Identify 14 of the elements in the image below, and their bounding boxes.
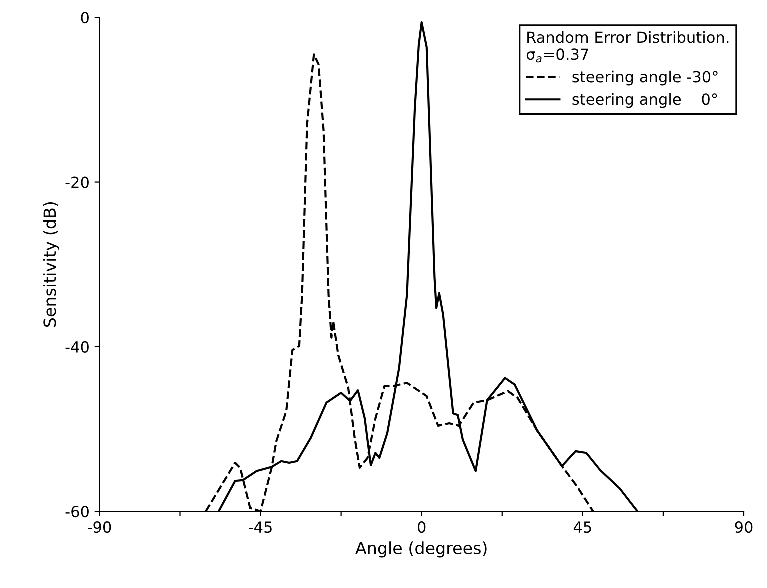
- legend-label: steering angle 0°: [572, 93, 718, 108]
- x-tick-label: -90: [88, 522, 112, 534]
- y-tick-label: -20: [66, 176, 89, 188]
- x-axis-title: Angle (degrees): [356, 542, 487, 558]
- x-tick-label: 45: [574, 522, 592, 534]
- y-tick-label: 0: [81, 12, 89, 24]
- x-tick-label: 0: [418, 522, 426, 534]
- y-axis-title: Sensitivity (dB): [43, 202, 60, 328]
- legend-title: Random Error Distribution. σ$_{a}$=0.37: [526, 31, 729, 63]
- y-tick-label: -40: [66, 341, 89, 353]
- x-tick-label: -45: [249, 522, 272, 534]
- y-tick-label: -60: [66, 506, 89, 518]
- legend-label: steering angle -30°: [572, 70, 718, 86]
- x-tick-label: 90: [735, 522, 753, 534]
